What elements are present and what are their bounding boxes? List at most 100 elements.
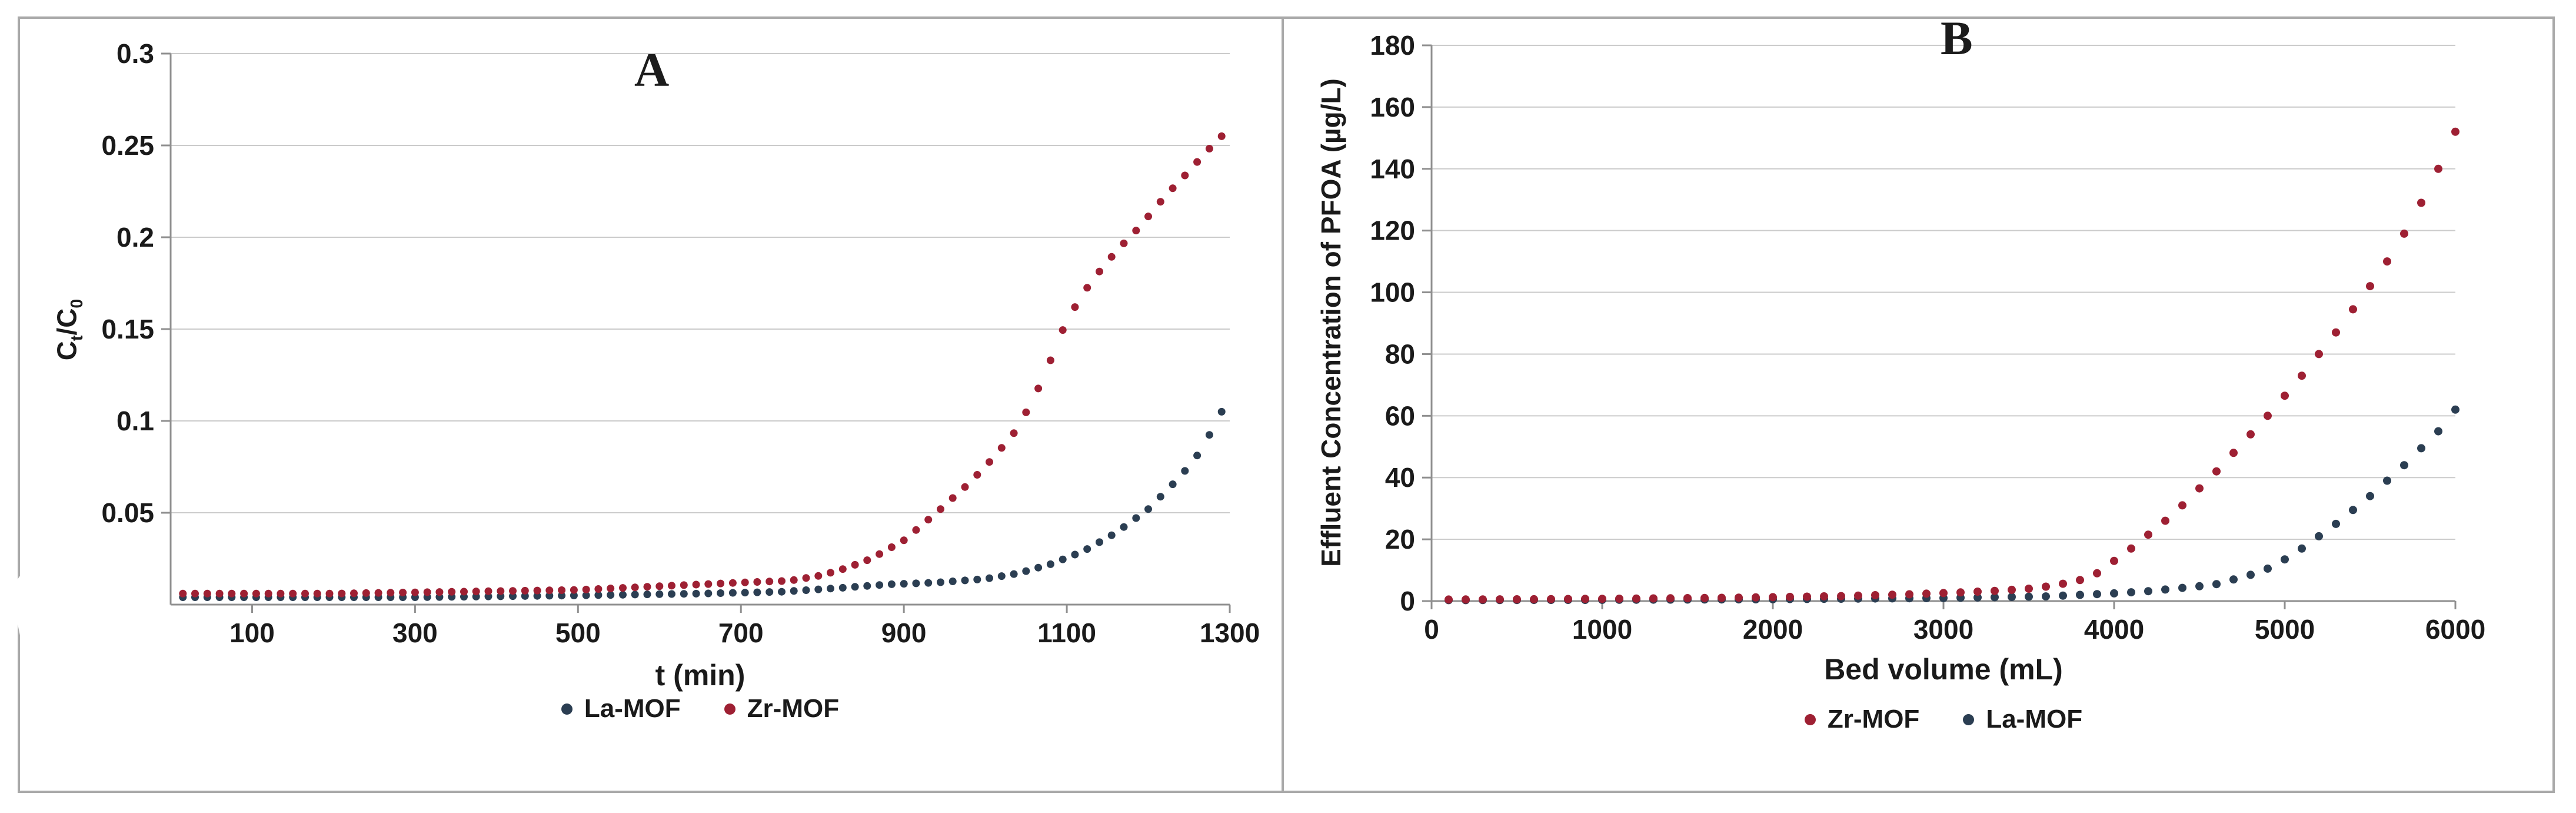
- data-point-Zr-MOF: [1547, 595, 1555, 603]
- data-point-La-MOF: [1156, 493, 1164, 501]
- figure-border: [18, 16, 2555, 793]
- x-tick-label: 100: [229, 618, 275, 648]
- data-point-La-MOF: [2451, 405, 2459, 414]
- data-point-La-MOF: [1022, 567, 1030, 575]
- x-tick-label: 4000: [2084, 614, 2144, 645]
- legend-item-La-MOF: La-MOF: [561, 696, 681, 722]
- data-point-La-MOF: [570, 592, 578, 599]
- data-point-Zr-MOF: [289, 589, 297, 598]
- data-point-Zr-MOF: [2178, 501, 2186, 510]
- chart-b-plot: 0 20 40 60 80 100 120 140 160 180 0 1000 2000 3000 400…: [1370, 30, 2485, 645]
- data-point-Zr-MOF: [1871, 591, 1879, 599]
- data-point-Zr-MOF: [1193, 158, 1202, 166]
- data-point-Zr-MOF: [838, 565, 847, 573]
- data-point-Zr-MOF: [1083, 284, 1091, 292]
- data-point-Zr-MOF: [2434, 164, 2442, 173]
- data-point-Zr-MOF: [533, 586, 541, 595]
- data-point-Zr-MOF: [2212, 467, 2221, 476]
- data-point-Zr-MOF: [887, 543, 896, 551]
- data-point-Zr-MOF: [1445, 595, 1453, 604]
- data-point-Zr-MOF: [900, 536, 908, 545]
- data-point-Zr-MOF: [778, 577, 786, 585]
- data-point-Zr-MOF: [2315, 350, 2323, 359]
- chart-a-y-axis-title: Ct/C0: [52, 298, 86, 361]
- data-point-La-MOF: [948, 578, 957, 585]
- data-point-Zr-MOF: [484, 587, 492, 595]
- legend-marker-Zr-MOF: [1804, 714, 1816, 725]
- data-point-Zr-MOF: [594, 585, 603, 593]
- y-tick-label: 0.05: [101, 497, 154, 528]
- data-point-La-MOF: [1096, 538, 1103, 546]
- data-point-La-MOF: [827, 585, 834, 593]
- data-point-La-MOF: [814, 585, 823, 593]
- data-point-Zr-MOF: [1803, 592, 1811, 601]
- legend-item-La-MOF: La-MOF: [1963, 706, 2082, 732]
- x-tick-label: 5000: [2255, 614, 2315, 645]
- data-point-Zr-MOF: [1666, 594, 1675, 603]
- data-point-La-MOF: [2025, 592, 2033, 601]
- data-point-La-MOF: [766, 588, 774, 596]
- data-point-Zr-MOF: [814, 572, 823, 580]
- data-point-Zr-MOF: [240, 589, 248, 598]
- data-point-La-MOF: [2229, 575, 2238, 584]
- data-point-Zr-MOF: [252, 589, 260, 598]
- data-point-Zr-MOF: [973, 471, 981, 479]
- y-title-a-subscript: 0: [67, 298, 86, 308]
- data-point-Zr-MOF: [1046, 356, 1054, 364]
- data-point-Zr-MOF: [2076, 576, 2084, 585]
- data-point-Zr-MOF: [1496, 595, 1504, 604]
- data-point-La-MOF: [1144, 505, 1152, 513]
- data-point-Zr-MOF: [1096, 267, 1103, 276]
- data-point-La-MOF: [790, 587, 798, 595]
- data-point-La-MOF: [521, 592, 529, 600]
- data-point-La-MOF: [961, 576, 969, 585]
- data-point-Zr-MOF: [680, 581, 688, 589]
- data-point-La-MOF: [2059, 591, 2067, 600]
- data-point-Zr-MOF: [1598, 595, 1606, 603]
- data-point-Zr-MOF: [203, 589, 211, 598]
- x-tick-label: 500: [555, 618, 601, 648]
- data-point-Zr-MOF: [2025, 585, 2033, 593]
- data-point-La-MOF: [1071, 550, 1079, 559]
- data-point-Zr-MOF: [802, 574, 810, 582]
- x-tick-label: 1100: [1037, 618, 1096, 648]
- data-point-La-MOF: [986, 574, 993, 582]
- data-point-Zr-MOF: [350, 589, 358, 598]
- data-point-La-MOF: [2093, 590, 2101, 599]
- data-point-La-MOF: [924, 579, 933, 587]
- data-point-Zr-MOF: [558, 586, 566, 594]
- data-point-La-MOF: [655, 590, 664, 598]
- data-point-La-MOF: [778, 588, 786, 596]
- x-tick-label: 3000: [1913, 614, 1973, 645]
- data-point-Zr-MOF: [937, 505, 944, 513]
- data-point-Zr-MOF: [1973, 588, 1982, 596]
- data-point-Zr-MOF: [338, 589, 346, 598]
- data-point-Zr-MOF: [2264, 412, 2272, 420]
- data-point-La-MOF: [643, 590, 651, 599]
- data-point-Zr-MOF: [2127, 544, 2135, 553]
- data-point-Zr-MOF: [986, 458, 993, 466]
- data-point-Zr-MOF: [264, 589, 272, 598]
- data-point-La-MOF: [2246, 570, 2255, 579]
- data-point-Zr-MOF: [1615, 595, 1623, 603]
- data-point-Zr-MOF: [1462, 595, 1470, 604]
- x-tick-label: 2000: [1743, 614, 1803, 645]
- legend-marker-La-MOF: [1963, 714, 1975, 725]
- data-point-Zr-MOF: [607, 585, 615, 592]
- data-point-La-MOF: [668, 590, 675, 598]
- data-point-Zr-MOF: [1922, 589, 1931, 598]
- data-point-Zr-MOF: [1564, 595, 1572, 603]
- data-point-Zr-MOF: [851, 560, 859, 569]
- data-point-Zr-MOF: [2298, 371, 2306, 380]
- data-point-Zr-MOF: [1769, 593, 1777, 602]
- data-point-La-MOF: [594, 591, 603, 599]
- data-point-La-MOF: [973, 575, 981, 583]
- y-tick-label: 0.15: [101, 314, 154, 344]
- data-point-Zr-MOF: [423, 588, 431, 596]
- data-point-La-MOF: [2383, 476, 2391, 485]
- chart-a-plot: 0.05 0.1 0.15 0.2 0.25 0.3 100 300 500 700 900 1100…: [101, 38, 1260, 648]
- y-tick-label: 120: [1370, 215, 1415, 246]
- data-point-Zr-MOF: [2400, 229, 2408, 238]
- data-point-La-MOF: [997, 572, 1006, 580]
